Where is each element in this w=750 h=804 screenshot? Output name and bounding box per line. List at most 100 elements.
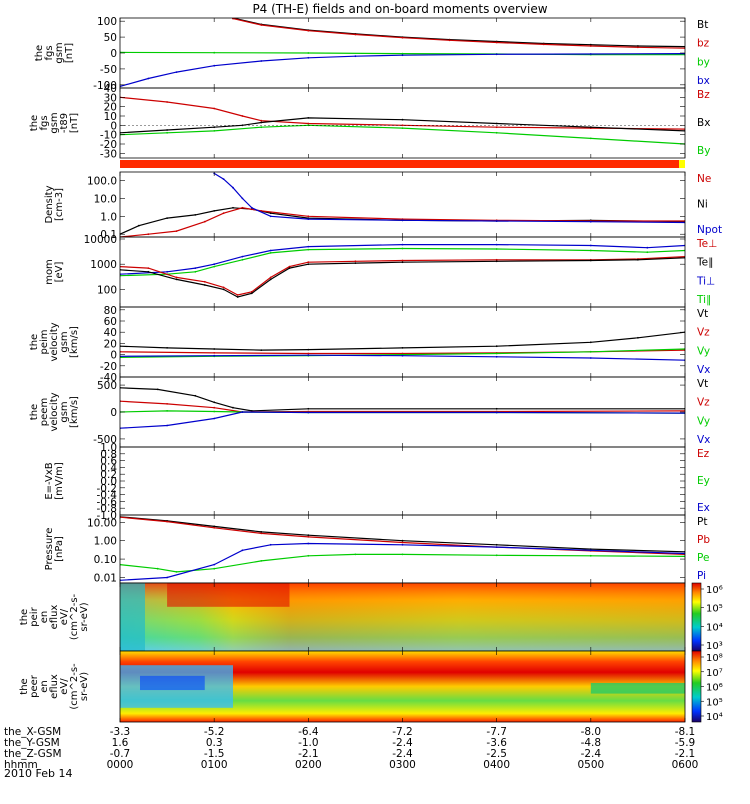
date-label: 2010 Feb 14 (4, 767, 72, 780)
series-Vt-point (260, 349, 263, 351)
series-Pi-point (307, 542, 310, 545)
series-Pe-line (120, 553, 685, 573)
colorbar-label: 10⁷ (706, 668, 723, 679)
series-by-point (307, 52, 310, 54)
series-bz-point (495, 41, 498, 44)
legend-Pi: Pi (697, 570, 706, 582)
series-Pb-point (307, 536, 310, 538)
series-Vt-point (589, 341, 592, 344)
panel-4: 10000 1000 100 Te⊥ Te∥ Ti⊥ Ti∥ mom [eV] (44, 234, 717, 308)
series-Bz-point (495, 126, 498, 129)
series-Vt-point (166, 347, 169, 349)
series-Te∥-point (288, 267, 291, 269)
series-Vt-point (495, 345, 498, 348)
panel-1: 100 50 0 -50 -100 Bt bz by bx the fgs gsm [nT] (34, 16, 710, 92)
series-Pe-point (495, 554, 498, 557)
y-tick-label: 0.4 (100, 462, 117, 474)
y-tick-label: 30 (104, 92, 117, 104)
series-Ti⊥-point (401, 243, 404, 246)
orbit-value: -1.0 (298, 737, 319, 749)
colorbar-scale (691, 582, 702, 652)
series-Bx-point (260, 121, 263, 124)
series-Vt-point (307, 407, 310, 410)
y-axis-label-line: velocity (49, 322, 60, 361)
series-Ti⊥-point (495, 243, 498, 246)
panel-7: 1.00.80.60.40.20.0-0.2-0.4-0.6-0.8-1.0 Ez… (44, 442, 710, 522)
series-Npot-point (589, 220, 592, 223)
y-tick-label: -100 (93, 80, 117, 92)
y-axis-label-line: mom (44, 259, 55, 285)
y-tick-label: -30 (100, 148, 117, 160)
series-Ti∥-point (495, 248, 498, 250)
series-Ne-point (307, 215, 310, 218)
y-axis-label: mom [eV] (44, 259, 65, 285)
series-Bz-point (166, 101, 169, 103)
series-Ti∥-point (401, 247, 404, 250)
y-tick-label: 40 (104, 83, 117, 95)
series-Ti∥-point (194, 270, 197, 273)
orbit-value: -2.4 (392, 737, 413, 749)
y-tick-label: 1.00 (94, 536, 117, 548)
series-Vx-point (401, 354, 404, 357)
series-Vx-point (495, 411, 498, 414)
series-bx-point (175, 71, 178, 73)
y-axis-label-line: eflux (49, 605, 60, 630)
panel-frame (119, 171, 686, 238)
legend-by: by (697, 56, 710, 68)
series-Ni-point (213, 210, 216, 212)
y-axis-label-line: (cm^2-s- (69, 663, 80, 710)
orbit-value: -2.4 (581, 748, 602, 760)
series-group (120, 172, 685, 237)
row-label: the_X-GSM (4, 726, 61, 738)
y-axis-label-line: gsm (49, 112, 60, 133)
series-Npot-point (401, 219, 404, 222)
series-Te∥-point (203, 284, 206, 286)
panel-frame (119, 306, 686, 378)
y-axis-label: the peer en eflux eV/(cm^2-s-sr-eV) (19, 663, 90, 710)
series-Ti∥-point (241, 258, 244, 261)
series-bx-point (354, 55, 357, 58)
y-axis-label: Pressure [nPa] (44, 528, 65, 571)
series-Pt-point (495, 543, 498, 546)
legend-Vx: Vx (697, 434, 710, 446)
y-axis-label-line: [mV/m] (54, 462, 65, 500)
series-bz-line (232, 18, 685, 49)
row-label: the_Y-GSM (4, 737, 60, 749)
series-Bx-point (213, 126, 216, 129)
orbit-value: -2.1 (298, 748, 319, 760)
series-Pi-point (589, 549, 592, 552)
series-bx-point (147, 77, 150, 80)
series-Te⊥-point (354, 260, 357, 263)
legend-Ti∥: Ti∥ (696, 294, 711, 306)
series-Pi-point (166, 576, 169, 579)
y-tick-label: -0.4 (97, 490, 118, 502)
orbit-value: -1.5 (204, 748, 225, 760)
series-bx-point (589, 53, 592, 55)
series-Pe-point (307, 554, 310, 557)
series-Vt-point (401, 347, 404, 349)
series-Ti∥-point (307, 248, 310, 251)
series-Ti⊥-point (241, 255, 244, 258)
colorbar-label: 10⁵ (706, 604, 723, 615)
series-Vx-point (307, 354, 310, 357)
orbit-value: -5.9 (675, 737, 696, 749)
series-group (120, 18, 685, 88)
series-bz-point (354, 33, 357, 36)
orbit-value: -0.7 (110, 748, 131, 760)
series-Te∥-point (637, 258, 639, 261)
series-By-point (166, 131, 169, 134)
series-Vt-point (213, 348, 216, 350)
series-Te⊥-point (203, 280, 206, 283)
series-Npot-point (495, 220, 498, 222)
colorbar: 10⁸ 10⁷ 10⁶ 10⁵ 10⁴ (691, 650, 723, 723)
series-Pi-point (213, 563, 216, 566)
orbit-value: -5.2 (204, 726, 225, 738)
orbit-value: 0.3 (206, 737, 223, 749)
series-Npot-point (232, 186, 234, 189)
y-axis-label-line: Pressure (44, 528, 55, 571)
series-group (120, 515, 685, 582)
series-Ti⊥-point (213, 263, 216, 266)
series-Ne-point (203, 220, 206, 223)
